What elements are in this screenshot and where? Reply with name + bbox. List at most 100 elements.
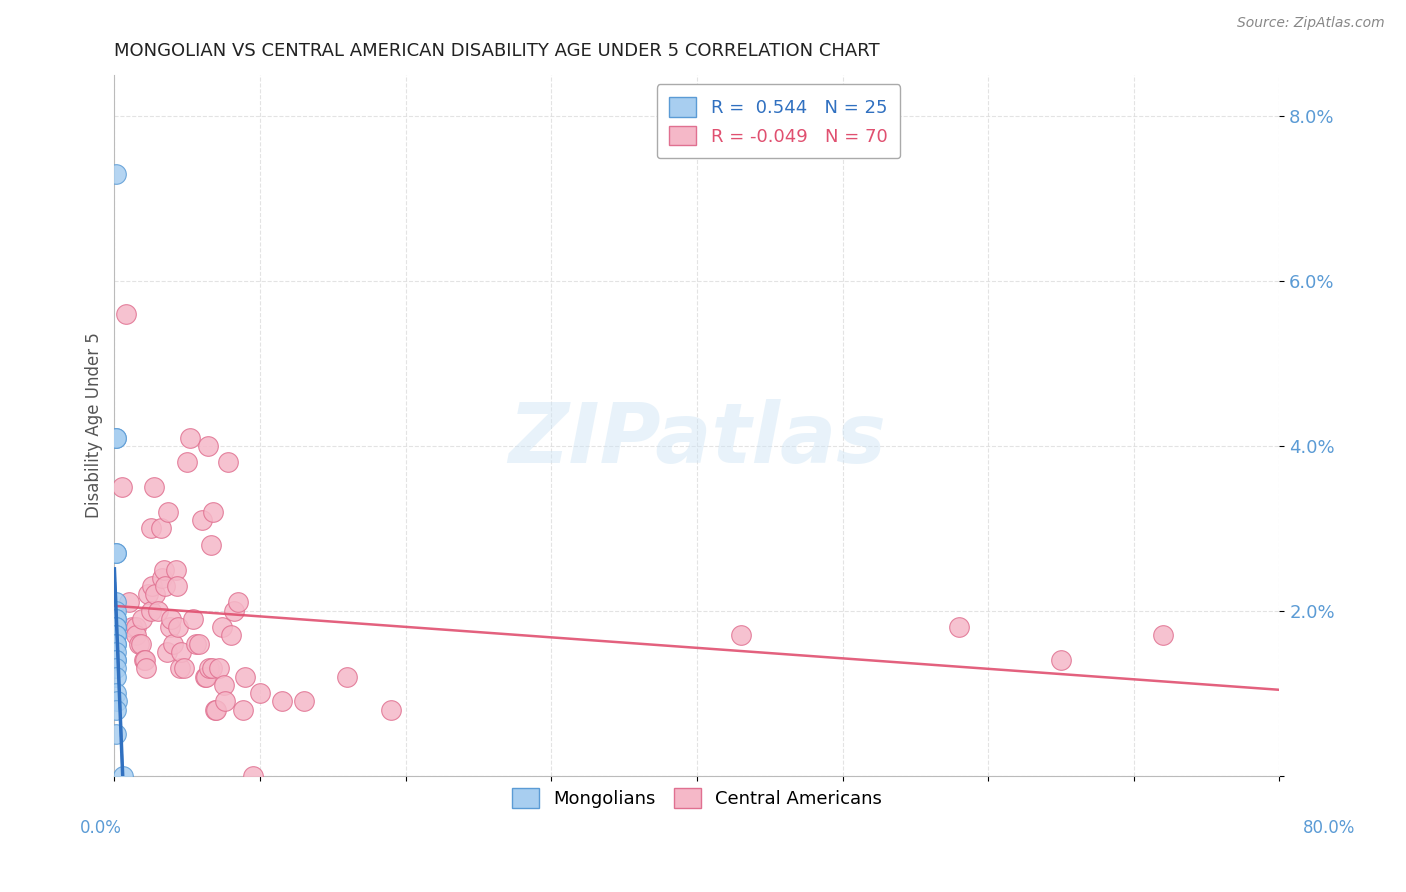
Point — [104, 612, 127, 626]
Point — [162, 637, 184, 651]
Point — [211, 620, 233, 634]
Point — [200, 538, 222, 552]
Point — [202, 505, 225, 519]
Point — [139, 521, 162, 535]
Point — [125, 628, 148, 642]
Point — [104, 670, 127, 684]
Point — [125, 620, 148, 634]
Point — [104, 653, 127, 667]
Point — [179, 431, 201, 445]
Point — [104, 645, 127, 659]
Point — [169, 661, 191, 675]
Point — [156, 645, 179, 659]
Point — [153, 562, 176, 576]
Point — [135, 661, 157, 675]
Point — [104, 595, 127, 609]
Point — [131, 612, 153, 626]
Point — [104, 661, 127, 675]
Point — [184, 637, 207, 651]
Point — [191, 513, 214, 527]
Point — [187, 637, 209, 651]
Point — [104, 653, 127, 667]
Point — [1152, 628, 1174, 642]
Point — [219, 628, 242, 642]
Point — [205, 703, 228, 717]
Point — [214, 694, 236, 708]
Point — [104, 546, 127, 560]
Point — [235, 670, 257, 684]
Point — [104, 686, 127, 700]
Point — [249, 686, 271, 700]
Point — [146, 604, 169, 618]
Point — [194, 670, 217, 684]
Point — [195, 670, 218, 684]
Point — [167, 620, 190, 634]
Point — [143, 587, 166, 601]
Point — [157, 505, 180, 519]
Point — [232, 703, 254, 717]
Point — [104, 546, 127, 560]
Y-axis label: Disability Age Under 5: Disability Age Under 5 — [86, 333, 103, 518]
Text: MONGOLIAN VS CENTRAL AMERICAN DISABILITY AGE UNDER 5 CORRELATION CHART: MONGOLIAN VS CENTRAL AMERICAN DISABILITY… — [114, 42, 880, 60]
Text: Source: ZipAtlas.com: Source: ZipAtlas.com — [1237, 16, 1385, 30]
Point — [270, 694, 292, 708]
Point — [201, 661, 224, 675]
Point — [948, 620, 970, 634]
Point — [104, 637, 127, 651]
Legend: Mongolians, Central Americans: Mongolians, Central Americans — [505, 781, 890, 815]
Point — [150, 521, 173, 535]
Point — [141, 579, 163, 593]
Point — [104, 637, 127, 651]
Point — [204, 703, 226, 717]
Point — [129, 637, 152, 651]
Point — [170, 645, 193, 659]
Point — [1050, 653, 1073, 667]
Point — [226, 595, 249, 609]
Point — [155, 579, 177, 593]
Point — [165, 562, 187, 576]
Point — [242, 768, 264, 782]
Point — [139, 604, 162, 618]
Point — [104, 620, 127, 634]
Point — [134, 653, 156, 667]
Point — [336, 670, 359, 684]
Point — [118, 595, 141, 609]
Point — [104, 612, 127, 626]
Point — [104, 703, 127, 717]
Point — [160, 612, 183, 626]
Point — [132, 653, 155, 667]
Text: ZIPatlas: ZIPatlas — [508, 399, 886, 480]
Point — [104, 628, 127, 642]
Point — [380, 703, 402, 717]
Point — [152, 571, 174, 585]
Text: 0.0%: 0.0% — [80, 819, 122, 837]
Point — [208, 661, 231, 675]
Point — [112, 768, 135, 782]
Point — [176, 455, 198, 469]
Point — [104, 727, 127, 741]
Point — [181, 612, 204, 626]
Point — [115, 307, 138, 321]
Point — [136, 587, 159, 601]
Point — [730, 628, 752, 642]
Point — [142, 480, 165, 494]
Point — [292, 694, 315, 708]
Point — [111, 480, 134, 494]
Point — [104, 628, 127, 642]
Point — [212, 678, 235, 692]
Point — [217, 455, 239, 469]
Point — [104, 167, 127, 181]
Point — [104, 431, 127, 445]
Point — [222, 604, 245, 618]
Point — [104, 431, 127, 445]
Point — [197, 439, 219, 453]
Point — [121, 620, 143, 634]
Point — [104, 620, 127, 634]
Point — [173, 661, 195, 675]
Point — [198, 661, 221, 675]
Point — [128, 637, 150, 651]
Point — [166, 579, 188, 593]
Point — [105, 694, 128, 708]
Point — [159, 620, 181, 634]
Point — [104, 604, 127, 618]
